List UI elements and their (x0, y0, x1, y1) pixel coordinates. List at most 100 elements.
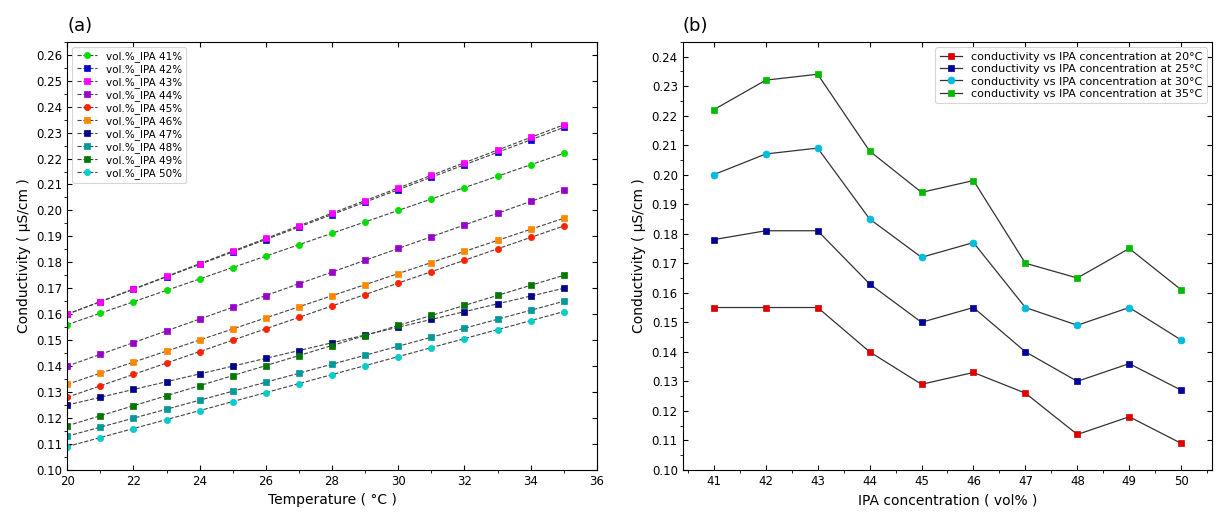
conductivity vs IPA concentration at 35°C (1122, 245, 1137, 252)
vol.%_IPA 41% (127, 299, 141, 305)
vol.%_IPA 42% (391, 187, 406, 193)
vol.%_IPA 46% (60, 381, 75, 387)
conductivity vs IPA concentration at 20°C (966, 369, 981, 376)
Line: conductivity vs IPA concentration at 20°C: conductivity vs IPA concentration at 20°… (710, 304, 1185, 447)
vol.%_IPA 42% (557, 124, 571, 130)
vol.%_IPA 49% (490, 292, 505, 299)
vol.%_IPA 43% (258, 235, 273, 242)
vol.%_IPA 48% (424, 334, 439, 341)
Legend: conductivity vs IPA concentration at 20°C, conductivity vs IPA concentration at : conductivity vs IPA concentration at 20°… (935, 47, 1207, 103)
vol.%_IPA 44% (258, 292, 273, 299)
vol.%_IPA 42% (291, 224, 306, 230)
Line: vol.%_IPA 41%: vol.%_IPA 41% (64, 150, 567, 328)
vol.%_IPA 50% (490, 326, 505, 333)
conductivity vs IPA concentration at 20°C (1070, 431, 1085, 438)
vol.%_IPA 45% (391, 280, 406, 286)
conductivity vs IPA concentration at 30°C (707, 171, 721, 178)
conductivity vs IPA concentration at 35°C (707, 106, 721, 113)
vol.%_IPA 42% (225, 249, 240, 255)
vol.%_IPA 50% (127, 425, 141, 432)
vol.%_IPA 48% (358, 352, 372, 358)
vol.%_IPA 43% (557, 122, 571, 128)
vol.%_IPA 43% (424, 172, 439, 179)
vol.%_IPA 44% (324, 269, 339, 275)
vol.%_IPA 46% (192, 337, 206, 343)
Line: conductivity vs IPA concentration at 25°C: conductivity vs IPA concentration at 25°… (710, 227, 1185, 394)
vol.%_IPA 43% (60, 311, 75, 318)
vol.%_IPA 41% (424, 196, 439, 202)
vol.%_IPA 48% (258, 379, 273, 385)
vol.%_IPA 50% (93, 434, 108, 441)
Y-axis label: Conductivity ( μS/cm ): Conductivity ( μS/cm ) (17, 179, 31, 333)
vol.%_IPA 48% (457, 325, 472, 331)
vol.%_IPA 44% (93, 351, 108, 357)
conductivity vs IPA concentration at 30°C (914, 254, 929, 260)
vol.%_IPA 50% (391, 354, 406, 360)
vol.%_IPA 43% (127, 286, 141, 292)
vol.%_IPA 48% (490, 316, 505, 322)
vol.%_IPA 47% (358, 332, 372, 338)
vol.%_IPA 46% (93, 370, 108, 376)
vol.%_IPA 43% (457, 159, 472, 166)
Y-axis label: Conductivity ( μS/cm ): Conductivity ( μS/cm ) (632, 179, 646, 333)
vol.%_IPA 44% (524, 198, 538, 204)
vol.%_IPA 50% (557, 309, 571, 315)
vol.%_IPA 45% (159, 360, 173, 366)
vol.%_IPA 47% (391, 324, 406, 330)
conductivity vs IPA concentration at 25°C (1070, 378, 1085, 385)
Text: (b): (b) (682, 17, 708, 35)
vol.%_IPA 48% (127, 415, 141, 421)
Legend: vol.%_IPA 41%, vol.%_IPA 42%, vol.%_IPA 43%, vol.%_IPA 44%, vol.%_IPA 45%, vol.%: vol.%_IPA 41%, vol.%_IPA 42%, vol.%_IPA … (73, 47, 186, 183)
vol.%_IPA 44% (557, 187, 571, 193)
vol.%_IPA 47% (225, 363, 240, 369)
vol.%_IPA 47% (557, 285, 571, 291)
vol.%_IPA 42% (93, 299, 108, 305)
conductivity vs IPA concentration at 25°C (1122, 361, 1137, 367)
vol.%_IPA 45% (127, 372, 141, 378)
vol.%_IPA 48% (225, 388, 240, 395)
conductivity vs IPA concentration at 30°C (1070, 322, 1085, 329)
conductivity vs IPA concentration at 20°C (863, 348, 878, 355)
vol.%_IPA 43% (291, 223, 306, 229)
Line: vol.%_IPA 47%: vol.%_IPA 47% (64, 285, 567, 408)
vol.%_IPA 41% (490, 173, 505, 179)
vol.%_IPA 49% (291, 353, 306, 359)
vol.%_IPA 45% (60, 394, 75, 400)
Line: vol.%_IPA 43%: vol.%_IPA 43% (64, 122, 567, 318)
vol.%_IPA 48% (93, 424, 108, 430)
vol.%_IPA 43% (391, 185, 406, 191)
vol.%_IPA 42% (258, 236, 273, 243)
vol.%_IPA 46% (291, 303, 306, 310)
conductivity vs IPA concentration at 25°C (914, 319, 929, 325)
vol.%_IPA 42% (60, 311, 75, 318)
conductivity vs IPA concentration at 35°C (758, 77, 773, 83)
vol.%_IPA 50% (225, 398, 240, 405)
vol.%_IPA 41% (258, 253, 273, 259)
Line: vol.%_IPA 49%: vol.%_IPA 49% (64, 272, 567, 429)
vol.%_IPA 43% (358, 198, 372, 204)
conductivity vs IPA concentration at 30°C (1174, 337, 1188, 343)
Line: vol.%_IPA 46%: vol.%_IPA 46% (64, 215, 567, 387)
vol.%_IPA 46% (225, 326, 240, 332)
conductivity vs IPA concentration at 35°C (1174, 287, 1188, 293)
vol.%_IPA 44% (60, 363, 75, 369)
Line: vol.%_IPA 42%: vol.%_IPA 42% (64, 124, 567, 318)
vol.%_IPA 49% (225, 373, 240, 379)
vol.%_IPA 43% (524, 134, 538, 140)
conductivity vs IPA concentration at 20°C (1174, 440, 1188, 446)
conductivity vs IPA concentration at 20°C (914, 381, 929, 387)
vol.%_IPA 45% (93, 383, 108, 389)
vol.%_IPA 46% (358, 281, 372, 288)
vol.%_IPA 47% (192, 371, 206, 377)
conductivity vs IPA concentration at 35°C (810, 71, 825, 78)
vol.%_IPA 47% (291, 347, 306, 354)
vol.%_IPA 50% (159, 417, 173, 423)
conductivity vs IPA concentration at 25°C (1018, 348, 1032, 355)
vol.%_IPA 49% (358, 332, 372, 339)
vol.%_IPA 47% (424, 316, 439, 323)
vol.%_IPA 42% (358, 199, 372, 205)
conductivity vs IPA concentration at 30°C (1018, 304, 1032, 311)
vol.%_IPA 49% (127, 402, 141, 409)
X-axis label: Temperature ( °C ): Temperature ( °C ) (268, 493, 397, 507)
Line: vol.%_IPA 45%: vol.%_IPA 45% (64, 223, 567, 400)
